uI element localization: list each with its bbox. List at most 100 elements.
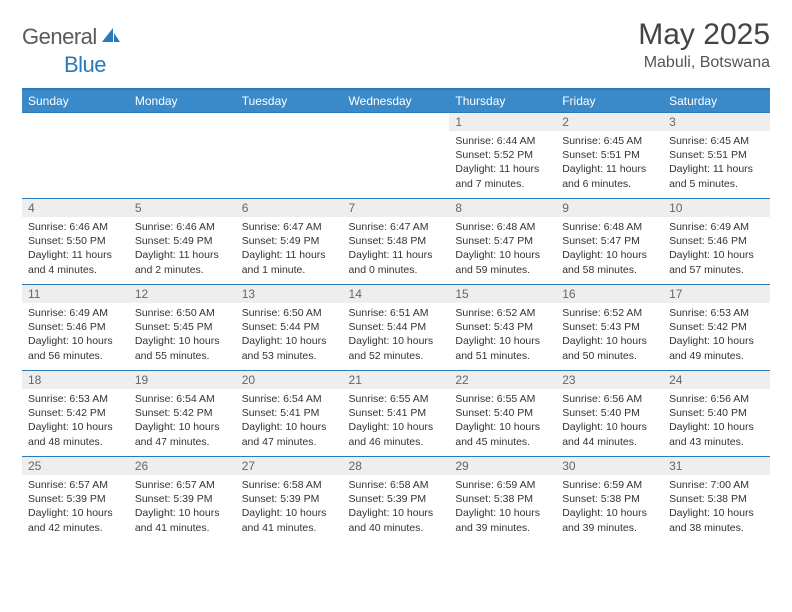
sunrise-text: Sunrise: 6:47 AM [242, 220, 337, 234]
sunset-text: Sunset: 5:41 PM [349, 406, 444, 420]
sunrise-text: Sunrise: 6:49 AM [669, 220, 764, 234]
weekday-header-row: Sunday Monday Tuesday Wednesday Thursday… [22, 89, 770, 113]
sunrise-text: Sunrise: 6:47 AM [349, 220, 444, 234]
calendar-cell: 23Sunrise: 6:56 AMSunset: 5:40 PMDayligh… [556, 371, 663, 457]
daylight-text: Daylight: 10 hours and 39 minutes. [562, 506, 657, 534]
daylight-text: Daylight: 10 hours and 57 minutes. [669, 248, 764, 276]
calendar-row: 18Sunrise: 6:53 AMSunset: 5:42 PMDayligh… [22, 371, 770, 457]
sunset-text: Sunset: 5:38 PM [669, 492, 764, 506]
day-number: 11 [22, 285, 129, 303]
daylight-text: Daylight: 10 hours and 38 minutes. [669, 506, 764, 534]
day-number: 21 [343, 371, 450, 389]
daylight-text: Daylight: 10 hours and 39 minutes. [455, 506, 550, 534]
day-number: 26 [129, 457, 236, 475]
col-saturday: Saturday [663, 89, 770, 113]
day-content: Sunrise: 6:45 AMSunset: 5:51 PMDaylight:… [663, 131, 770, 195]
calendar-cell: 12Sunrise: 6:50 AMSunset: 5:45 PMDayligh… [129, 285, 236, 371]
daylight-text: Daylight: 10 hours and 53 minutes. [242, 334, 337, 362]
daylight-text: Daylight: 10 hours and 51 minutes. [455, 334, 550, 362]
sunset-text: Sunset: 5:42 PM [669, 320, 764, 334]
sunset-text: Sunset: 5:38 PM [455, 492, 550, 506]
day-number: 23 [556, 371, 663, 389]
calendar-cell: 11Sunrise: 6:49 AMSunset: 5:46 PMDayligh… [22, 285, 129, 371]
day-content: Sunrise: 6:59 AMSunset: 5:38 PMDaylight:… [556, 475, 663, 539]
calendar-cell: 16Sunrise: 6:52 AMSunset: 5:43 PMDayligh… [556, 285, 663, 371]
calendar-cell [236, 113, 343, 199]
daylight-text: Daylight: 10 hours and 47 minutes. [135, 420, 230, 448]
calendar-cell: 15Sunrise: 6:52 AMSunset: 5:43 PMDayligh… [449, 285, 556, 371]
col-monday: Monday [129, 89, 236, 113]
day-content: Sunrise: 6:54 AMSunset: 5:41 PMDaylight:… [236, 389, 343, 453]
brand-logo: General [22, 18, 123, 50]
day-number: 2 [556, 113, 663, 131]
daylight-text: Daylight: 10 hours and 45 minutes. [455, 420, 550, 448]
daylight-text: Daylight: 10 hours and 44 minutes. [562, 420, 657, 448]
sunset-text: Sunset: 5:39 PM [349, 492, 444, 506]
daylight-text: Daylight: 11 hours and 1 minute. [242, 248, 337, 276]
daylight-text: Daylight: 10 hours and 55 minutes. [135, 334, 230, 362]
sunset-text: Sunset: 5:39 PM [242, 492, 337, 506]
sunset-text: Sunset: 5:51 PM [669, 148, 764, 162]
sunset-text: Sunset: 5:49 PM [135, 234, 230, 248]
day-number: 24 [663, 371, 770, 389]
location: Mabuli, Botswana [638, 54, 770, 72]
sunrise-text: Sunrise: 6:52 AM [455, 306, 550, 320]
sunset-text: Sunset: 5:44 PM [242, 320, 337, 334]
calendar-cell [22, 113, 129, 199]
daylight-text: Daylight: 11 hours and 0 minutes. [349, 248, 444, 276]
day-content: Sunrise: 6:59 AMSunset: 5:38 PMDaylight:… [449, 475, 556, 539]
day-number: 20 [236, 371, 343, 389]
daylight-text: Daylight: 11 hours and 5 minutes. [669, 162, 764, 190]
calendar-body: 1Sunrise: 6:44 AMSunset: 5:52 PMDaylight… [22, 113, 770, 543]
calendar-cell: 21Sunrise: 6:55 AMSunset: 5:41 PMDayligh… [343, 371, 450, 457]
day-content: Sunrise: 6:56 AMSunset: 5:40 PMDaylight:… [663, 389, 770, 453]
daylight-text: Daylight: 11 hours and 7 minutes. [455, 162, 550, 190]
sunrise-text: Sunrise: 6:56 AM [669, 392, 764, 406]
calendar-cell: 29Sunrise: 6:59 AMSunset: 5:38 PMDayligh… [449, 457, 556, 543]
day-content: Sunrise: 6:47 AMSunset: 5:48 PMDaylight:… [343, 217, 450, 281]
daylight-text: Daylight: 10 hours and 41 minutes. [242, 506, 337, 534]
calendar-row: 1Sunrise: 6:44 AMSunset: 5:52 PMDaylight… [22, 113, 770, 199]
daylight-text: Daylight: 10 hours and 41 minutes. [135, 506, 230, 534]
day-content: Sunrise: 6:49 AMSunset: 5:46 PMDaylight:… [22, 303, 129, 367]
sunrise-text: Sunrise: 6:52 AM [562, 306, 657, 320]
day-content: Sunrise: 6:52 AMSunset: 5:43 PMDaylight:… [556, 303, 663, 367]
daylight-text: Daylight: 10 hours and 48 minutes. [28, 420, 123, 448]
calendar-cell: 20Sunrise: 6:54 AMSunset: 5:41 PMDayligh… [236, 371, 343, 457]
col-thursday: Thursday [449, 89, 556, 113]
sunrise-text: Sunrise: 6:53 AM [669, 306, 764, 320]
calendar-cell: 4Sunrise: 6:46 AMSunset: 5:50 PMDaylight… [22, 199, 129, 285]
calendar-cell [129, 113, 236, 199]
daylight-text: Daylight: 10 hours and 46 minutes. [349, 420, 444, 448]
day-number: 19 [129, 371, 236, 389]
day-content: Sunrise: 6:48 AMSunset: 5:47 PMDaylight:… [556, 217, 663, 281]
day-number: 25 [22, 457, 129, 475]
sunset-text: Sunset: 5:40 PM [455, 406, 550, 420]
daylight-text: Daylight: 10 hours and 56 minutes. [28, 334, 123, 362]
daylight-text: Daylight: 11 hours and 6 minutes. [562, 162, 657, 190]
calendar-row: 25Sunrise: 6:57 AMSunset: 5:39 PMDayligh… [22, 457, 770, 543]
sunrise-text: Sunrise: 6:51 AM [349, 306, 444, 320]
day-content: Sunrise: 6:50 AMSunset: 5:44 PMDaylight:… [236, 303, 343, 367]
daylight-text: Daylight: 10 hours and 58 minutes. [562, 248, 657, 276]
day-number: 31 [663, 457, 770, 475]
col-tuesday: Tuesday [236, 89, 343, 113]
day-content: Sunrise: 6:46 AMSunset: 5:50 PMDaylight:… [22, 217, 129, 281]
col-friday: Friday [556, 89, 663, 113]
day-number: 28 [343, 457, 450, 475]
calendar-cell: 17Sunrise: 6:53 AMSunset: 5:42 PMDayligh… [663, 285, 770, 371]
day-content: Sunrise: 6:55 AMSunset: 5:41 PMDaylight:… [343, 389, 450, 453]
brand-part2: Blue [64, 52, 106, 78]
calendar-cell: 7Sunrise: 6:47 AMSunset: 5:48 PMDaylight… [343, 199, 450, 285]
calendar-cell: 5Sunrise: 6:46 AMSunset: 5:49 PMDaylight… [129, 199, 236, 285]
sunset-text: Sunset: 5:47 PM [562, 234, 657, 248]
day-content: Sunrise: 6:53 AMSunset: 5:42 PMDaylight:… [663, 303, 770, 367]
sunrise-text: Sunrise: 6:53 AM [28, 392, 123, 406]
daylight-text: Daylight: 10 hours and 47 minutes. [242, 420, 337, 448]
sunrise-text: Sunrise: 6:57 AM [28, 478, 123, 492]
day-number: 4 [22, 199, 129, 217]
sunset-text: Sunset: 5:39 PM [135, 492, 230, 506]
col-wednesday: Wednesday [343, 89, 450, 113]
calendar-row: 11Sunrise: 6:49 AMSunset: 5:46 PMDayligh… [22, 285, 770, 371]
sunrise-text: Sunrise: 6:45 AM [669, 134, 764, 148]
